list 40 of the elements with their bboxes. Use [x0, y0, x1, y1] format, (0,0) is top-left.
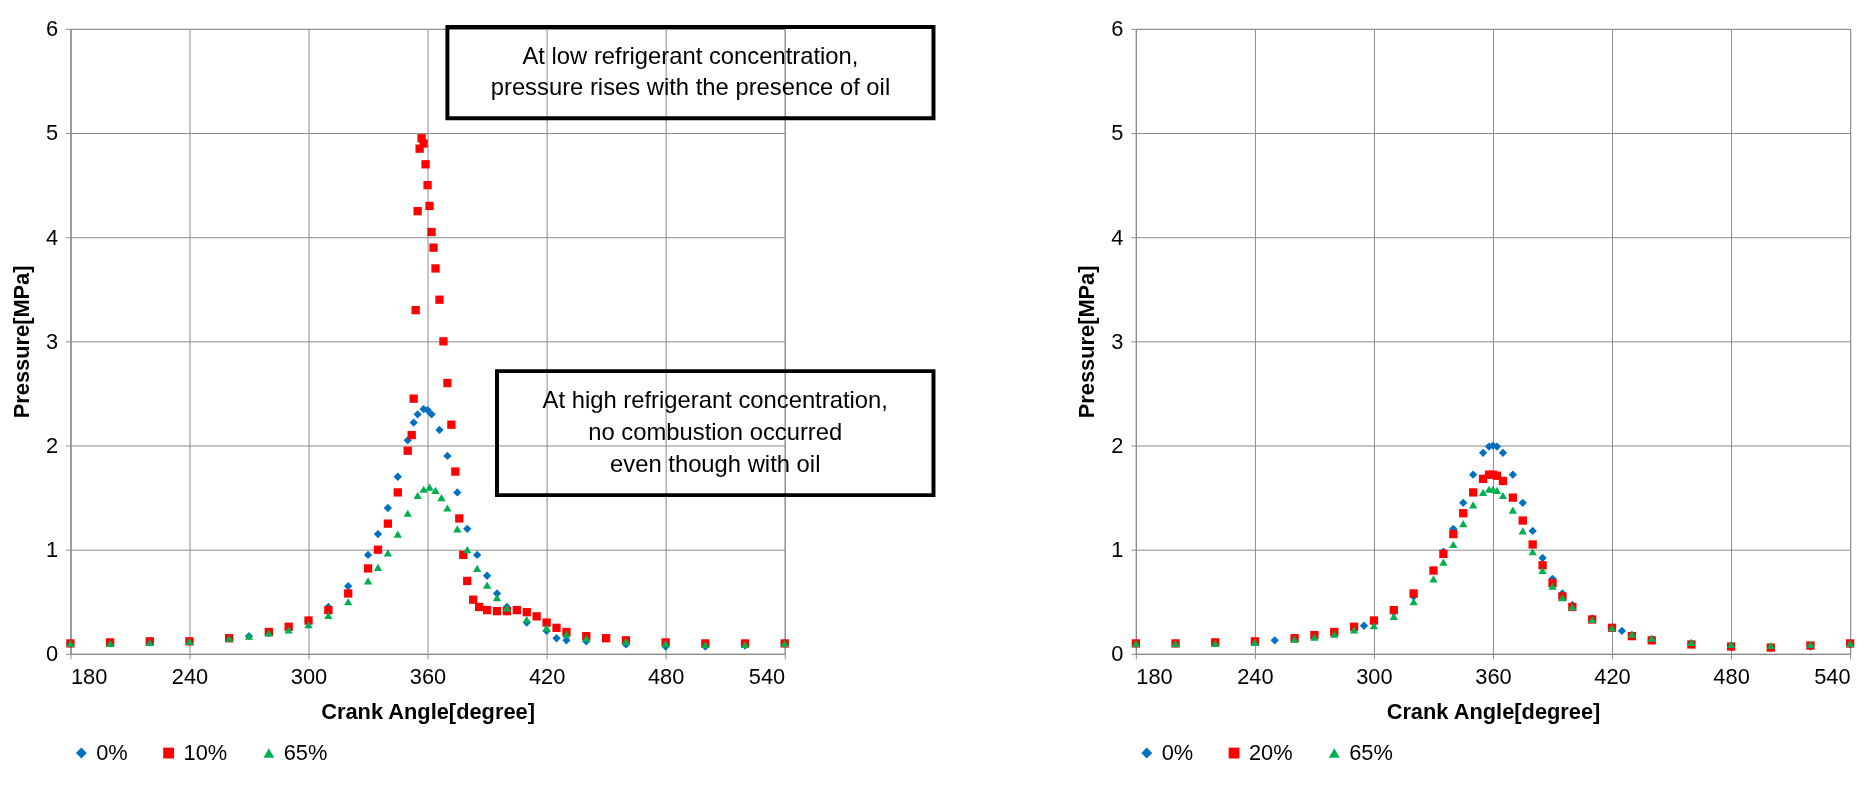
x-tick-label: 420 [528, 664, 566, 690]
x-tick-label: 420 [1594, 664, 1631, 690]
legend-label: 20% [1248, 740, 1293, 765]
x-tick-label: 180 [1136, 664, 1173, 690]
x-axis-title: Crank Angle[degree] [1386, 698, 1601, 724]
y-axis-title: Pressure[MPa] [9, 265, 35, 419]
y-tick-label: 2 [1111, 432, 1124, 458]
x-tick-label: 360 [1475, 664, 1512, 690]
legend-label: 10% [183, 740, 228, 765]
x-tick-label: 360 [409, 664, 447, 690]
legend-label: 0% [1161, 740, 1194, 765]
legend-label: 0% [96, 740, 128, 765]
annotation: At high refrigerant concentration, no combustion occurred even though with oil [542, 386, 888, 477]
y-tick-label: 0 [1111, 641, 1124, 667]
annotation: At low refrigerant concentration, pressure rises with the presence of oil [490, 41, 891, 101]
y-axis-title: Pressure[MPa] [1074, 265, 1100, 419]
y-tick-label: 0 [45, 641, 59, 667]
y-tick-label: 4 [1111, 224, 1124, 250]
x-tick-label: 540 [1814, 664, 1851, 690]
x-tick-label: 300 [1356, 664, 1393, 690]
x-tick-label: 480 [1713, 664, 1750, 690]
x-tick-label: 300 [290, 664, 328, 690]
x-tick-label: 180 [70, 664, 108, 690]
x-tick-label: 480 [647, 664, 685, 690]
y-tick-label: 3 [1111, 328, 1124, 354]
y-tick-label: 1 [1111, 537, 1124, 563]
y-tick-label: 6 [45, 16, 59, 42]
legend-label: 65% [1349, 740, 1393, 765]
legend-label: 65% [283, 740, 328, 765]
y-tick-label: 5 [1111, 120, 1124, 146]
y-tick-label: 6 [1111, 16, 1124, 42]
y-tick-label: 2 [45, 432, 59, 458]
x-axis-title: Crank Angle[degree] [321, 698, 535, 724]
x-tick-label: 240 [1237, 664, 1274, 690]
x-tick-label: 540 [748, 664, 786, 690]
y-tick-label: 1 [45, 537, 59, 563]
y-tick-label: 4 [45, 224, 59, 250]
x-tick-label: 240 [171, 664, 209, 690]
y-tick-label: 5 [45, 120, 59, 146]
y-tick-label: 3 [45, 328, 59, 354]
